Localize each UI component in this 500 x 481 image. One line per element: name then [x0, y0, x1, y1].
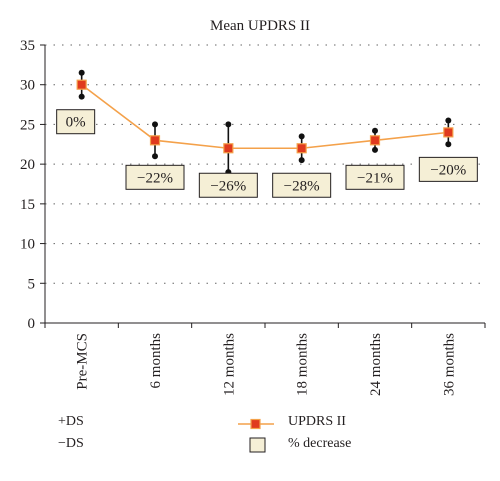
x-tick-labels: Pre-MCS 6 months 12 months 18 months 24 mont…	[75, 333, 458, 396]
y-tick-label: 15	[20, 197, 35, 213]
updrs-point	[369, 135, 381, 146]
decrease-label: −20%	[430, 162, 466, 178]
legend-decrease-label: % decrease	[288, 436, 352, 451]
y-tick-label: 20	[20, 157, 35, 173]
decrease-label: −26%	[210, 178, 246, 194]
decrease-label: −21%	[357, 170, 393, 186]
plus-ds-point	[298, 133, 305, 140]
decrease-label: −28%	[284, 178, 320, 194]
x-tick-label: 18 months	[295, 333, 311, 396]
updrs-point	[76, 79, 87, 90]
x-tick-label: 24 months	[368, 333, 384, 396]
plus-ds-point	[372, 127, 378, 134]
y-tick-label: 30	[20, 78, 35, 94]
decrease-label: −22%	[137, 170, 173, 186]
data-points	[76, 79, 454, 154]
chart-title: Mean UPDRS II	[210, 18, 310, 34]
error-bars	[78, 69, 452, 176]
decrease-box	[272, 172, 332, 198]
y-tick-labels: 0 5 10 15 20 25 30 35	[20, 38, 35, 332]
plus-ds-point	[152, 121, 158, 128]
decrease-box	[418, 156, 478, 182]
legend-minus-ds: −DS	[58, 436, 84, 451]
minus-ds-point	[78, 93, 85, 100]
legend-decrease-swatch	[249, 437, 266, 453]
decrease-labels: 0% −22% −26% −28% −21% −20%	[56, 109, 478, 198]
minus-ds-point	[298, 157, 305, 164]
y-tick-label: 25	[20, 117, 35, 133]
updrs-point	[149, 135, 161, 146]
decrease-box	[345, 164, 405, 190]
minus-ds-point	[445, 141, 452, 148]
decrease-box	[125, 164, 185, 190]
decrease-label: 0%	[66, 115, 86, 131]
y-tick-label: 35	[20, 38, 35, 54]
x-tick-label: 12 months	[221, 333, 237, 396]
plus-ds-point	[78, 69, 85, 76]
updrs-point	[296, 143, 307, 154]
updrs-point	[443, 127, 454, 138]
legend-updrs-swatch	[238, 418, 274, 430]
updrs-point	[223, 143, 234, 154]
grid-lines	[45, 44, 485, 284]
axes	[40, 44, 486, 328]
plus-ds-point	[225, 121, 232, 128]
minus-ds-point	[152, 153, 158, 160]
updrs-line	[81, 84, 449, 150]
minus-ds-point	[372, 146, 378, 153]
y-tick-label: 10	[20, 237, 35, 253]
x-tick-label: 6 months	[148, 333, 164, 389]
x-tick-label: 36 months	[441, 333, 457, 396]
series-line	[81, 84, 449, 150]
legend-updrs-label: UPDRS II	[288, 414, 346, 429]
y-tick-label: 0	[28, 316, 36, 332]
decrease-box	[198, 172, 258, 198]
x-tick-label: Pre-MCS	[75, 333, 91, 390]
plus-ds-point	[445, 117, 452, 124]
decrease-box	[56, 109, 96, 135]
y-tick-label: 5	[28, 276, 36, 292]
legend-plus-ds: +DS	[58, 414, 84, 429]
